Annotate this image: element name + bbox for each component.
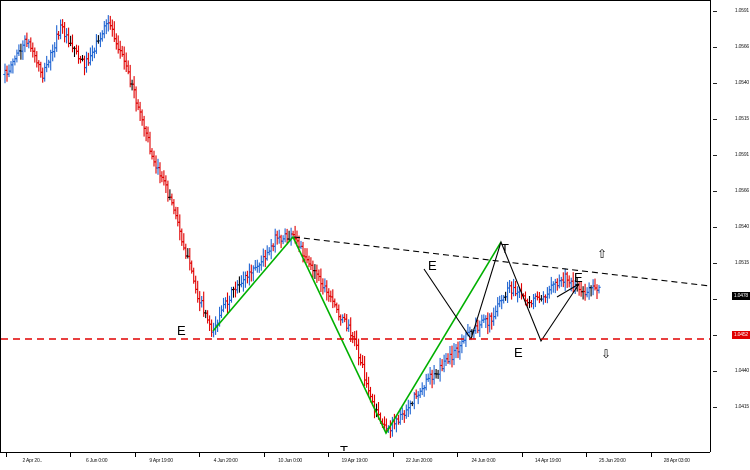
price-tick-mark	[713, 407, 717, 408]
pattern-point-e-5: E	[574, 270, 583, 285]
price-tick-mark	[713, 155, 717, 156]
price-tick-label: 1.0415	[734, 404, 749, 410]
price-tick-mark	[713, 263, 717, 264]
price-tick-label: 1.0515	[734, 116, 749, 122]
time-tick-label: 6 Jun 0:00	[85, 458, 108, 464]
price-tick-mark	[713, 191, 717, 192]
time-tick-mark	[392, 453, 394, 457]
time-tick-mark	[457, 453, 459, 457]
time-tick-mark	[586, 453, 588, 457]
time-tick-label: 14 Apr 19:00	[534, 458, 561, 464]
price-tick-label: 1.0540	[734, 80, 749, 86]
time-tick-mark	[328, 453, 330, 457]
time-tick-label: 4 Jun 20:00	[213, 458, 238, 464]
price-tick-label: 1.0440	[734, 368, 749, 374]
price-tick-mark	[713, 47, 717, 48]
pattern-point-t-1: T	[340, 443, 348, 451]
price-tick-mark	[713, 299, 717, 300]
level-price-label: 1.0452	[731, 331, 750, 339]
time-tick-mark	[199, 453, 201, 457]
price-tick-label: 1.0566	[734, 188, 749, 194]
price-tick-label: 1.0566	[734, 44, 749, 50]
time-tick-label: 22 Jun 20:00	[405, 458, 433, 464]
pattern-line-left	[423, 240, 580, 343]
pattern-point-e-0: E	[177, 323, 186, 338]
pattern-point-e-4: E	[514, 345, 523, 360]
current-price-label: 1.0478	[731, 292, 750, 300]
sell-arrow-down-icon[interactable]: ⇩	[601, 347, 612, 361]
price-tick-label: 1.0515	[734, 260, 749, 266]
price-tick-label: 1.0540	[734, 224, 749, 230]
pattern-line-right	[556, 283, 580, 298]
zigzag-indicator	[212, 235, 502, 435]
time-tick-label: 24 Jun 0:00	[471, 458, 496, 464]
price-tick-mark	[713, 11, 717, 12]
price-tick-label: 1.0591	[734, 152, 749, 158]
time-tick-label: 10 Jun 0:00	[278, 458, 302, 464]
time-tick-mark	[650, 453, 652, 457]
pattern-point-t-3: T	[501, 241, 509, 256]
buy-arrow-up-icon[interactable]: ⇧	[597, 247, 608, 261]
time-tick-label: 25 Jun 20:00	[599, 458, 626, 464]
pattern-point-e-2: E	[428, 258, 437, 273]
time-tick-mark	[521, 453, 523, 457]
price-tick-mark	[713, 371, 717, 372]
time-tick-label: 2 Apr 20..	[22, 458, 43, 464]
price-tick-mark	[713, 227, 717, 228]
time-tick-label: 19 Apr 19:00	[341, 458, 368, 464]
time-tick-label: 9 Apr 19:00	[149, 458, 173, 464]
time-tick-mark	[134, 453, 136, 457]
time-tick-mark	[70, 453, 72, 457]
chart-plot-area[interactable]: E T E T E E ⇧ ⇩	[1, 1, 710, 451]
ohlc-bar-series	[3, 15, 601, 439]
price-tick-mark	[713, 83, 717, 84]
price-scale[interactable]: 1.0591 1.0566 1.0540 1.0515 1.0591 1.0566 1.05…	[710, 0, 750, 452]
time-tick-mark	[6, 453, 7, 457]
price-tick-mark	[713, 335, 717, 336]
price-tick-mark	[713, 119, 717, 120]
time-tick-label: 28 Apr 03:00	[663, 458, 690, 464]
price-tick-label: 1.0591	[734, 8, 749, 14]
time-tick-mark	[263, 453, 265, 457]
time-scale[interactable]: 2 Apr 20.. 6 Jun 0:00 9 Apr 19:00 4 Jun 20:…	[0, 452, 710, 470]
chart-canvas	[1, 15, 710, 439]
